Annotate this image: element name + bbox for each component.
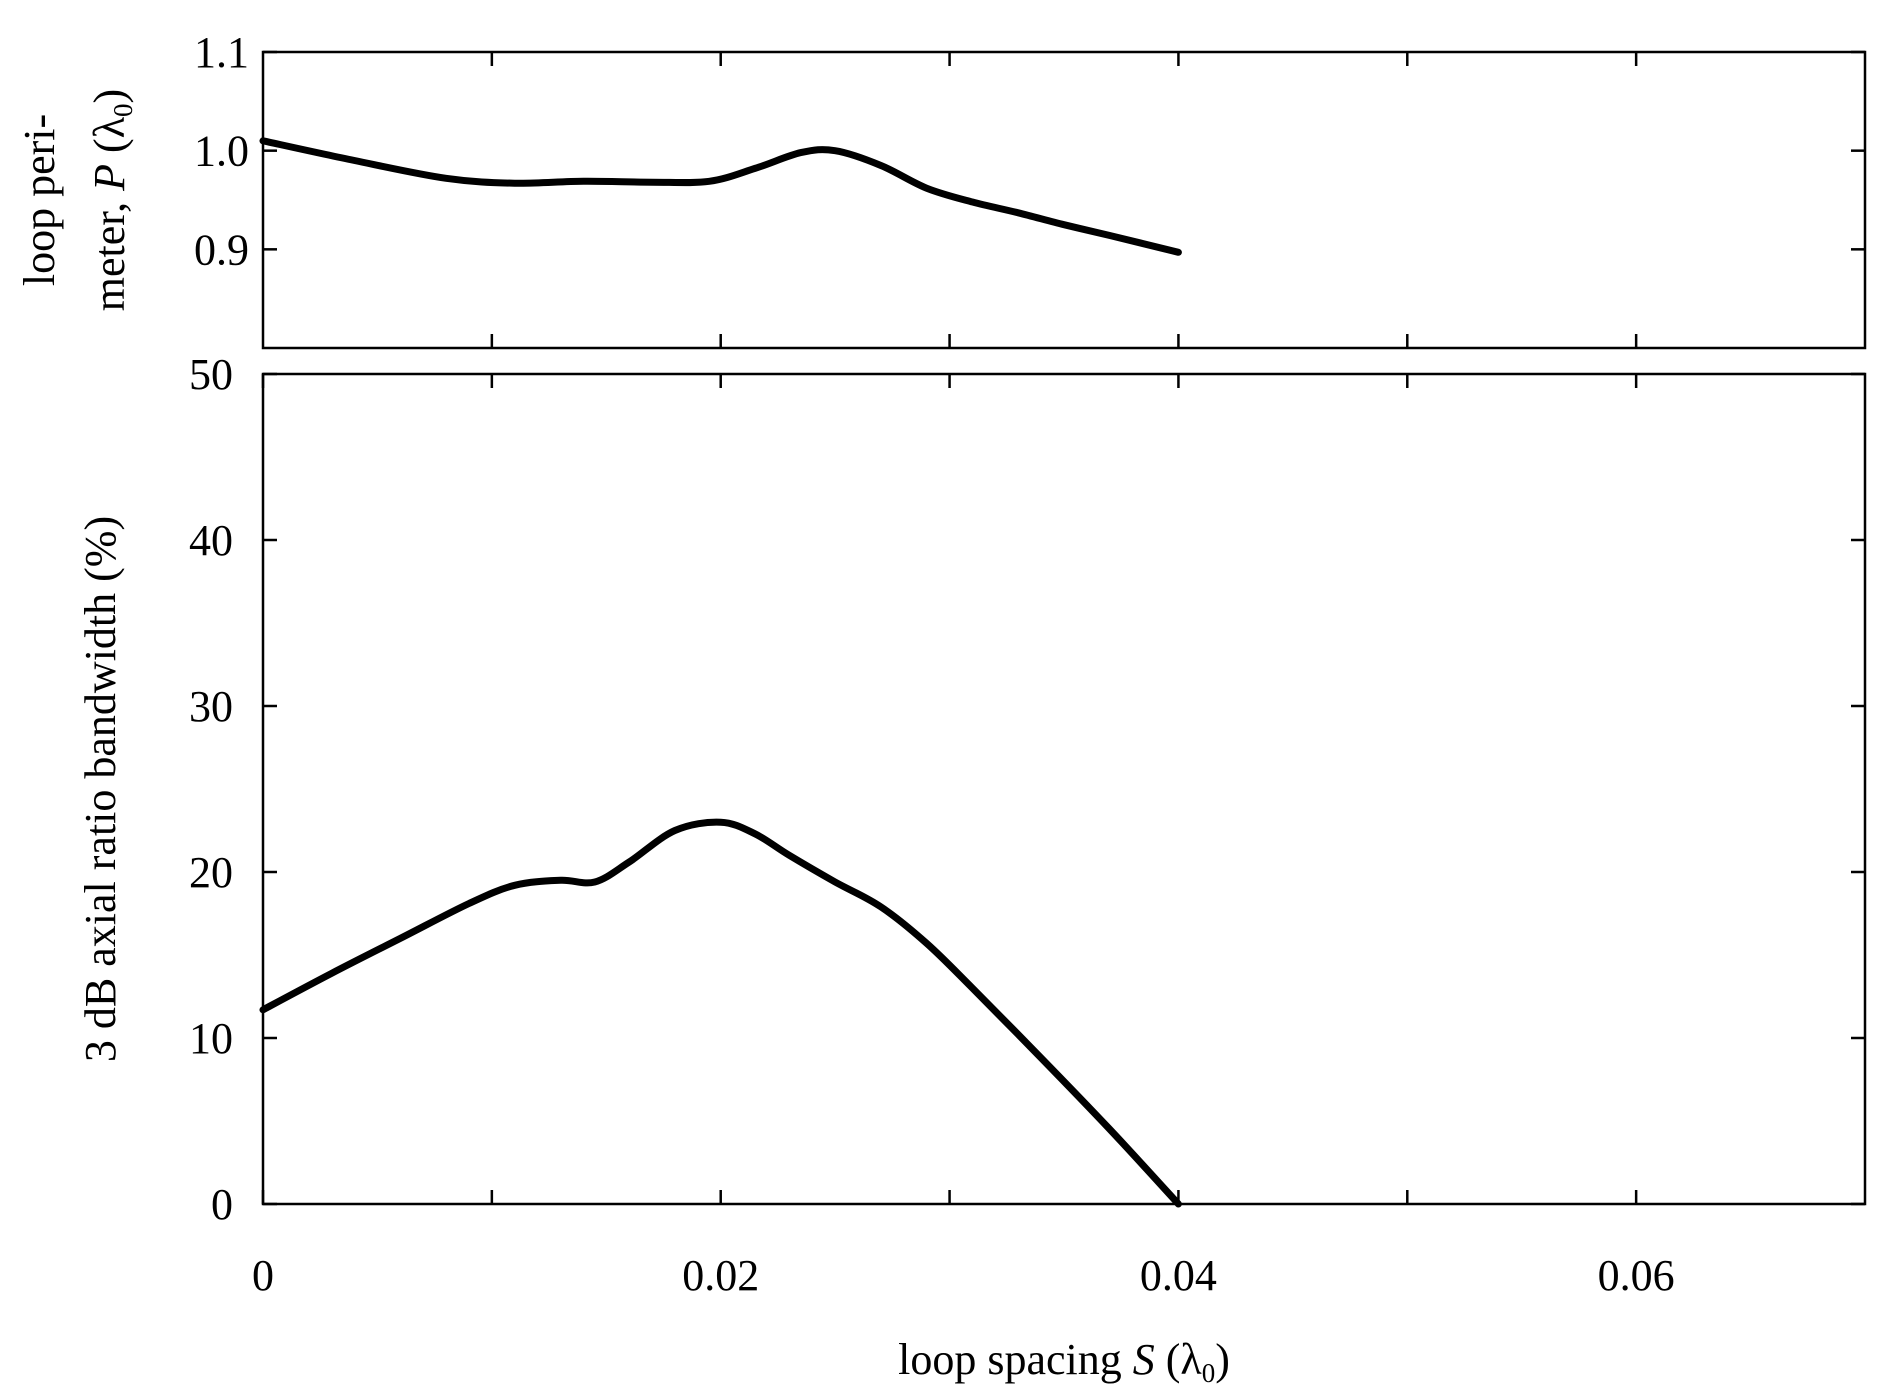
x-tick-label: 0 (252, 1251, 274, 1300)
bottom-y-tick-label: 40 (189, 516, 233, 565)
bottom-panel-ticks (261, 372, 1865, 1206)
x-axis-title: loop spacing S (λ0) (898, 1335, 1230, 1388)
top-y-axis-title-line2: meter, P (λ0) (85, 89, 138, 311)
bottom-panel: 0 10 20 30 40 50 0 0.02 0.04 0.06 3 dB axial rat… (76, 350, 1867, 1388)
bottom-y-tick-label: 30 (189, 682, 233, 731)
bottom-y-tick-label: 10 (189, 1014, 233, 1063)
top-panel-frame (261, 50, 1867, 350)
top-y-tick-label: 1.1 (194, 28, 249, 77)
top-panel: 0.9 1.0 1.1 loop peri- meter, P (λ0) (15, 28, 1867, 350)
top-y-axis-title-line1: loop peri- (15, 114, 64, 286)
bottom-panel-series-line (259, 818, 1182, 1208)
bottom-y-tick-label: 20 (189, 848, 233, 897)
top-y-tick-label: 0.9 (194, 225, 249, 274)
bottom-y-tick-label: 0 (211, 1180, 233, 1229)
top-panel-y-axis-title: loop peri- meter, P (λ0) (15, 89, 138, 311)
x-tick-label: 0.04 (1140, 1251, 1217, 1300)
bottom-panel-frame (261, 372, 1867, 1206)
top-y-tick-label: 1.0 (194, 127, 249, 176)
top-panel-ticks (263, 50, 1865, 348)
bottom-y-tick-label: 50 (189, 350, 233, 399)
top-panel-y-tick-labels: 0.9 1.0 1.1 (194, 28, 249, 274)
bottom-panel-y-tick-labels: 0 10 20 30 40 50 (189, 350, 233, 1229)
x-tick-label: 0.06 (1598, 1251, 1675, 1300)
bottom-panel-x-tick-labels: 0 0.02 0.04 0.06 (252, 1251, 1675, 1300)
bottom-y-axis-title: 3 dB axial ratio bandwidth (%) (76, 516, 125, 1062)
top-panel-series-line (259, 137, 1182, 256)
x-tick-label: 0.02 (682, 1251, 759, 1300)
